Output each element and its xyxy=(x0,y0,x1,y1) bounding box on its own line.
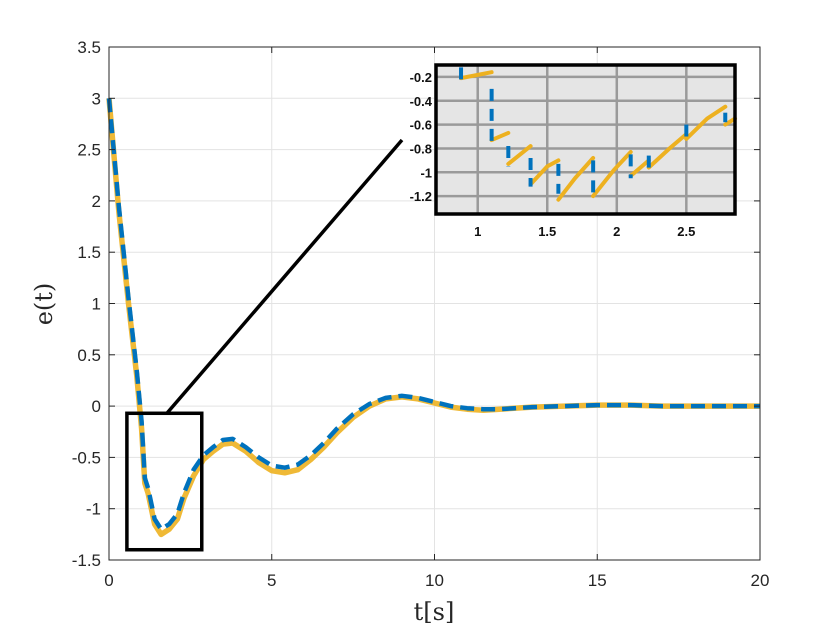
inset-x-tick-label: 1.5 xyxy=(538,224,556,239)
inset-y-tick-label: -0.4 xyxy=(410,94,433,109)
main-x-tick-label: 5 xyxy=(267,571,276,590)
main-y-tick-label: -1.5 xyxy=(72,551,101,570)
inset-solid-segment xyxy=(506,144,533,166)
inset-solid-segment xyxy=(489,130,511,143)
inset-axes-frame xyxy=(434,63,737,216)
main-x-ticks: 0 5 10 15 20 xyxy=(104,47,769,590)
main-y-tick-label: -1 xyxy=(86,500,101,519)
inset-y-tick-label: -1.2 xyxy=(410,189,432,204)
inset-series-group xyxy=(459,67,737,202)
inset-x-ticks: 1 1.5 2 2.5 xyxy=(474,224,695,239)
inset-solid-segment xyxy=(591,150,633,199)
inset-grid xyxy=(436,65,735,214)
inset-solid-segment xyxy=(646,132,689,170)
main-x-tick-label: 20 xyxy=(751,571,770,590)
inset-solid-segment xyxy=(628,158,651,178)
x-axis-title: t[s] xyxy=(414,598,455,626)
main-series-group xyxy=(106,98,760,538)
inset-x-tick-label: 2 xyxy=(613,224,620,239)
main-x-tick-label: 10 xyxy=(425,571,444,590)
inset-solid-segment xyxy=(556,156,596,202)
inset-y-ticks: -0.2 -0.4 -0.6 -0.8 -1 -1.2 xyxy=(410,70,433,204)
main-y-tick-label: 3.5 xyxy=(77,38,101,57)
main-y-tick-label: 1 xyxy=(92,295,101,314)
inset-solid-segment xyxy=(459,70,494,81)
zoom-box xyxy=(125,411,204,552)
main-y-tick-label: 1.5 xyxy=(77,243,101,262)
main-y-tick-label: 0.5 xyxy=(77,346,101,365)
main-y-tick-label: 2.5 xyxy=(77,141,101,160)
inset-solid-segment xyxy=(684,104,728,141)
inset-y-tick-label: -0.8 xyxy=(410,141,432,156)
main-x-tick-label: 0 xyxy=(104,571,113,590)
inset-y-tick-label: -1 xyxy=(420,165,432,180)
inset-solid-segment xyxy=(528,158,561,187)
main-x-tick-label: 15 xyxy=(588,571,607,590)
inset-x-tick-label: 1 xyxy=(474,224,481,239)
main-y-tick-label: 3 xyxy=(92,89,101,108)
inset-plot-area xyxy=(436,65,735,214)
main-y-ticks: 3.5 3 2.5 2 1.5 1 0.5 0 -0.5 -1 -1.5 xyxy=(72,38,760,570)
inset-y-tick-label: -0.6 xyxy=(410,118,432,133)
main-y-tick-label: -0.5 xyxy=(72,448,101,467)
inset-axes: 1 1.5 2 2.5 -0.2 -0.4 -0.6 -0.8 -1 -1.2 xyxy=(410,63,737,239)
inset-x-tick-label: 2.5 xyxy=(677,224,695,239)
main-y-tick-label: 0 xyxy=(92,397,101,416)
inset-y-tick-label: -0.2 xyxy=(410,70,432,85)
main-y-tick-label: 2 xyxy=(92,192,101,211)
zoom-connector-line xyxy=(165,138,404,415)
y-axis-title: e(t) xyxy=(30,283,58,326)
series-line-1 xyxy=(106,98,760,532)
